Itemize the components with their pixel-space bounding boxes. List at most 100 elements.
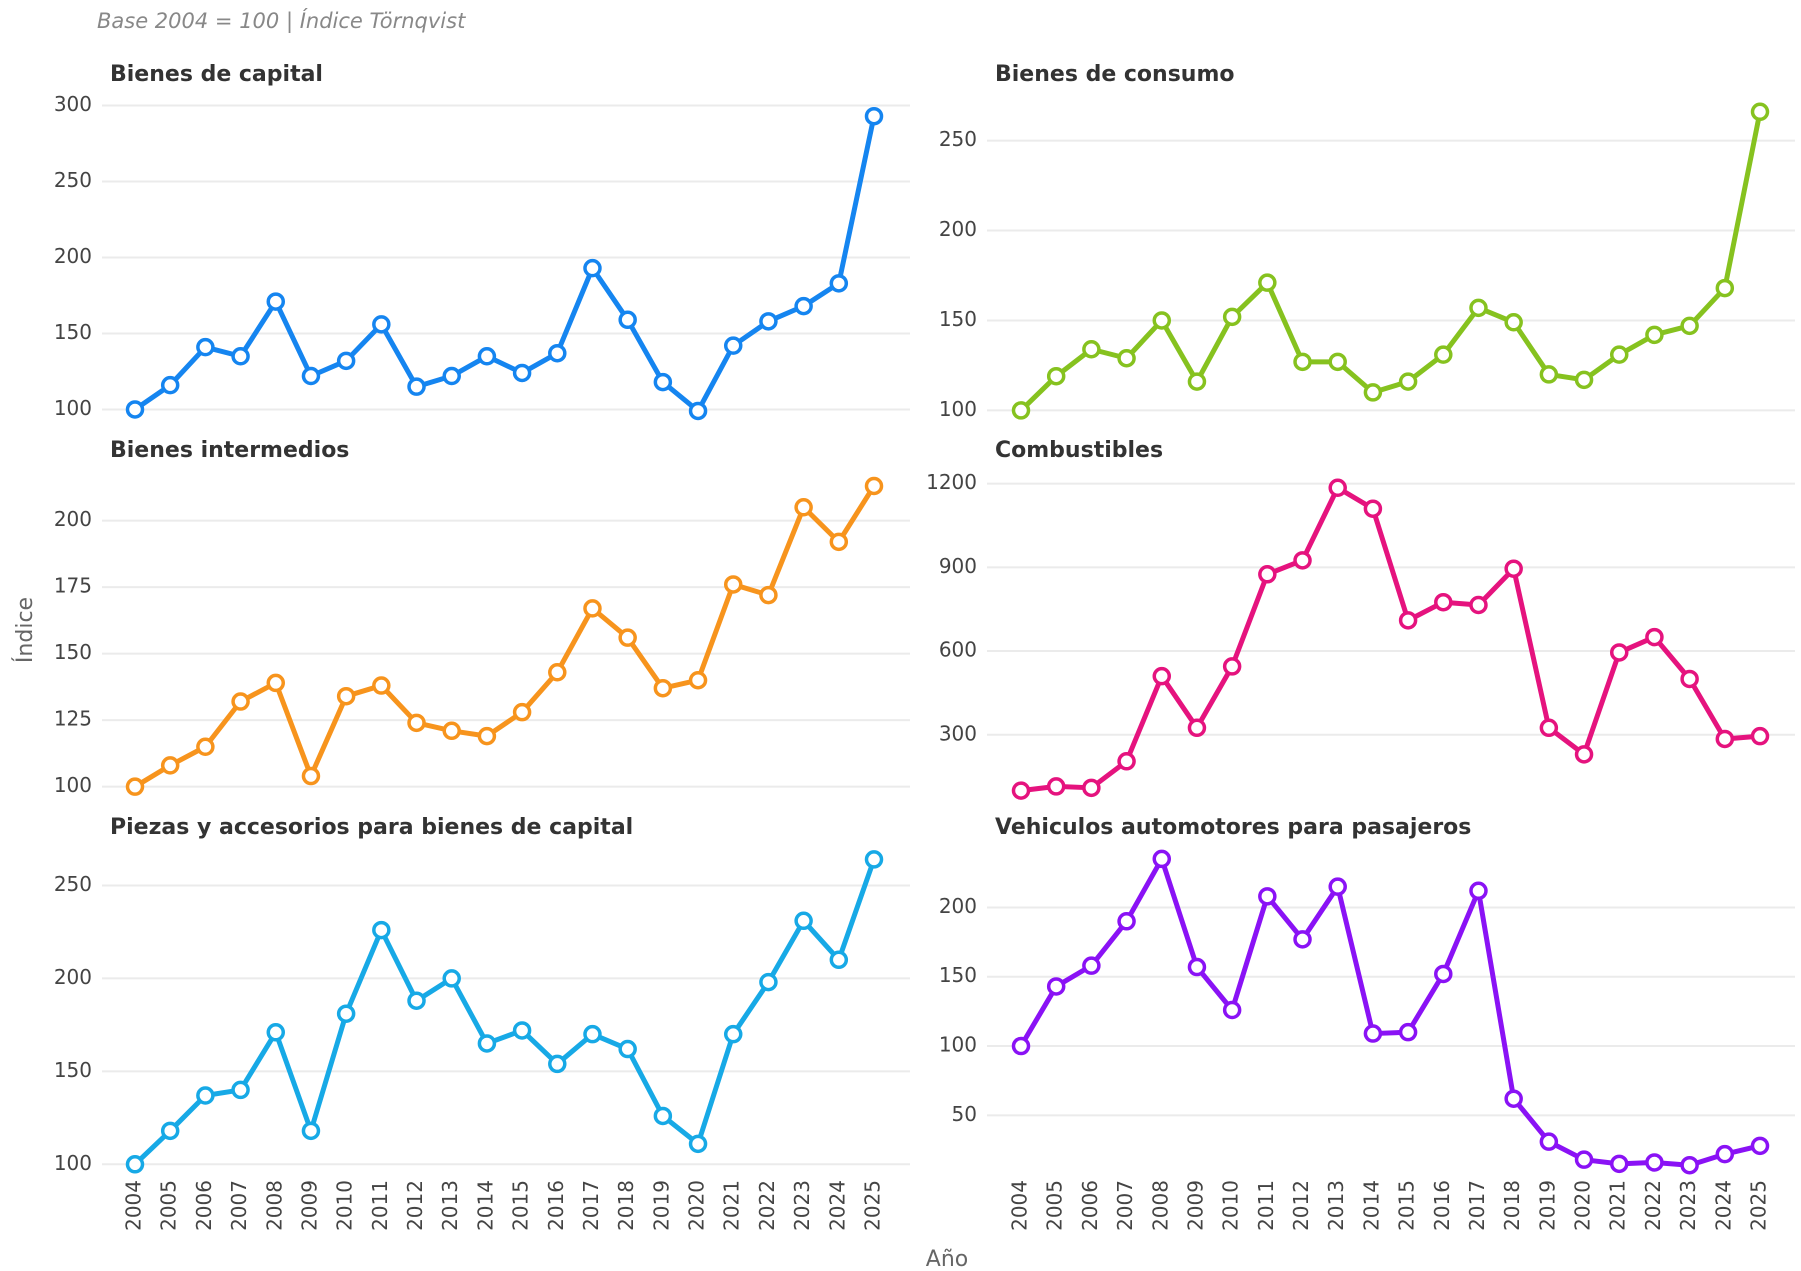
panel-title: Bienes de capital bbox=[110, 62, 323, 87]
x-tick-label: 2010 bbox=[333, 1180, 357, 1231]
x-tick-label: 2020 bbox=[685, 1180, 709, 1231]
point bbox=[618, 310, 637, 330]
point bbox=[618, 628, 637, 647]
y-tick-label: 150 bbox=[939, 963, 977, 987]
x-tick-label: 2015 bbox=[509, 1180, 533, 1231]
panel-title: Bienes intermedios bbox=[110, 438, 349, 463]
point bbox=[1469, 298, 1488, 318]
point bbox=[1187, 957, 1207, 977]
x-tick-label: 2023 bbox=[790, 1180, 814, 1231]
point bbox=[1222, 1000, 1242, 1020]
y-tick-label: 200 bbox=[939, 894, 977, 918]
point bbox=[160, 375, 180, 395]
point bbox=[1574, 370, 1594, 390]
point bbox=[583, 1024, 602, 1044]
y-tick-label: 150 bbox=[54, 320, 92, 344]
point bbox=[1750, 102, 1770, 122]
point bbox=[1328, 352, 1347, 372]
point bbox=[1715, 278, 1735, 298]
point bbox=[1750, 1136, 1770, 1156]
y-tick-label: 250 bbox=[54, 168, 92, 192]
point bbox=[125, 777, 145, 796]
point bbox=[1258, 887, 1277, 906]
point bbox=[1715, 1144, 1735, 1164]
y-tick-label: 100 bbox=[54, 773, 92, 797]
point bbox=[1574, 1150, 1594, 1169]
point bbox=[407, 713, 426, 733]
x-tick-label: 2008 bbox=[262, 1180, 286, 1231]
y-tick-label: 50 bbox=[952, 1102, 977, 1126]
point bbox=[407, 377, 426, 396]
y-tick-label: 200 bbox=[939, 217, 977, 241]
x-axis-label: Año bbox=[926, 1247, 968, 1271]
y-tick-label: 600 bbox=[939, 638, 977, 662]
point bbox=[1363, 1024, 1383, 1043]
point bbox=[1187, 372, 1207, 391]
x-tick-label: 2022 bbox=[755, 1180, 779, 1231]
x-tick-label: 2012 bbox=[1289, 1180, 1313, 1231]
y-tick-label: 150 bbox=[939, 307, 977, 331]
x-tick-label: 2004 bbox=[122, 1180, 146, 1231]
point bbox=[301, 366, 321, 386]
x-tick-label: 2005 bbox=[1043, 1180, 1067, 1231]
point bbox=[231, 1080, 250, 1100]
x-tick-label: 2009 bbox=[1183, 1180, 1207, 1231]
point bbox=[1117, 912, 1136, 931]
point bbox=[688, 401, 708, 421]
point bbox=[1504, 1089, 1523, 1108]
point bbox=[618, 1039, 637, 1059]
point bbox=[1152, 849, 1172, 869]
x-tick-label: 2005 bbox=[157, 1180, 181, 1231]
point bbox=[442, 969, 461, 988]
y-tick-label: 200 bbox=[54, 965, 92, 989]
point bbox=[829, 532, 849, 552]
y-tick-label: 175 bbox=[54, 574, 92, 598]
point bbox=[372, 920, 391, 940]
y-tick-label: 300 bbox=[939, 721, 977, 745]
point bbox=[1680, 669, 1699, 689]
point bbox=[583, 599, 602, 618]
point bbox=[1117, 752, 1136, 771]
point bbox=[477, 726, 497, 746]
point bbox=[723, 1024, 743, 1044]
point bbox=[512, 363, 532, 383]
series-line bbox=[133, 115, 877, 414]
x-tick-label: 2006 bbox=[1078, 1180, 1102, 1231]
point bbox=[1574, 745, 1594, 764]
y-tick-label: 150 bbox=[54, 640, 92, 664]
x-tick-label: 2016 bbox=[544, 1180, 568, 1231]
point bbox=[1363, 383, 1383, 402]
point bbox=[442, 721, 461, 741]
point bbox=[1645, 325, 1664, 345]
x-tick-label: 2006 bbox=[192, 1180, 216, 1231]
point bbox=[160, 756, 180, 775]
point bbox=[1434, 964, 1453, 984]
point bbox=[864, 850, 884, 869]
point bbox=[583, 258, 602, 278]
point bbox=[548, 663, 567, 682]
point bbox=[653, 678, 673, 698]
point bbox=[1434, 592, 1453, 612]
point bbox=[1011, 1036, 1031, 1056]
point bbox=[864, 106, 884, 126]
point bbox=[759, 585, 778, 605]
point bbox=[160, 1121, 180, 1141]
x-tick-label: 2014 bbox=[1359, 1180, 1383, 1231]
panel-title: Vehiculos automotores para pasajeros bbox=[995, 815, 1471, 840]
point bbox=[266, 673, 286, 693]
point bbox=[1363, 499, 1383, 518]
point bbox=[1293, 930, 1312, 949]
point bbox=[1152, 666, 1172, 686]
y-tick-label: 100 bbox=[939, 1033, 977, 1057]
point bbox=[653, 1106, 673, 1126]
point bbox=[266, 1023, 286, 1042]
x-tick-label: 2021 bbox=[720, 1180, 744, 1231]
y-tick-label: 250 bbox=[939, 127, 977, 151]
y-tick-label: 100 bbox=[54, 396, 92, 420]
x-tick-label: 2020 bbox=[1571, 1180, 1595, 1231]
point bbox=[1222, 307, 1242, 327]
point bbox=[1398, 611, 1418, 630]
point bbox=[1046, 777, 1066, 796]
x-tick-label: 2012 bbox=[403, 1180, 427, 1231]
point bbox=[688, 670, 708, 690]
